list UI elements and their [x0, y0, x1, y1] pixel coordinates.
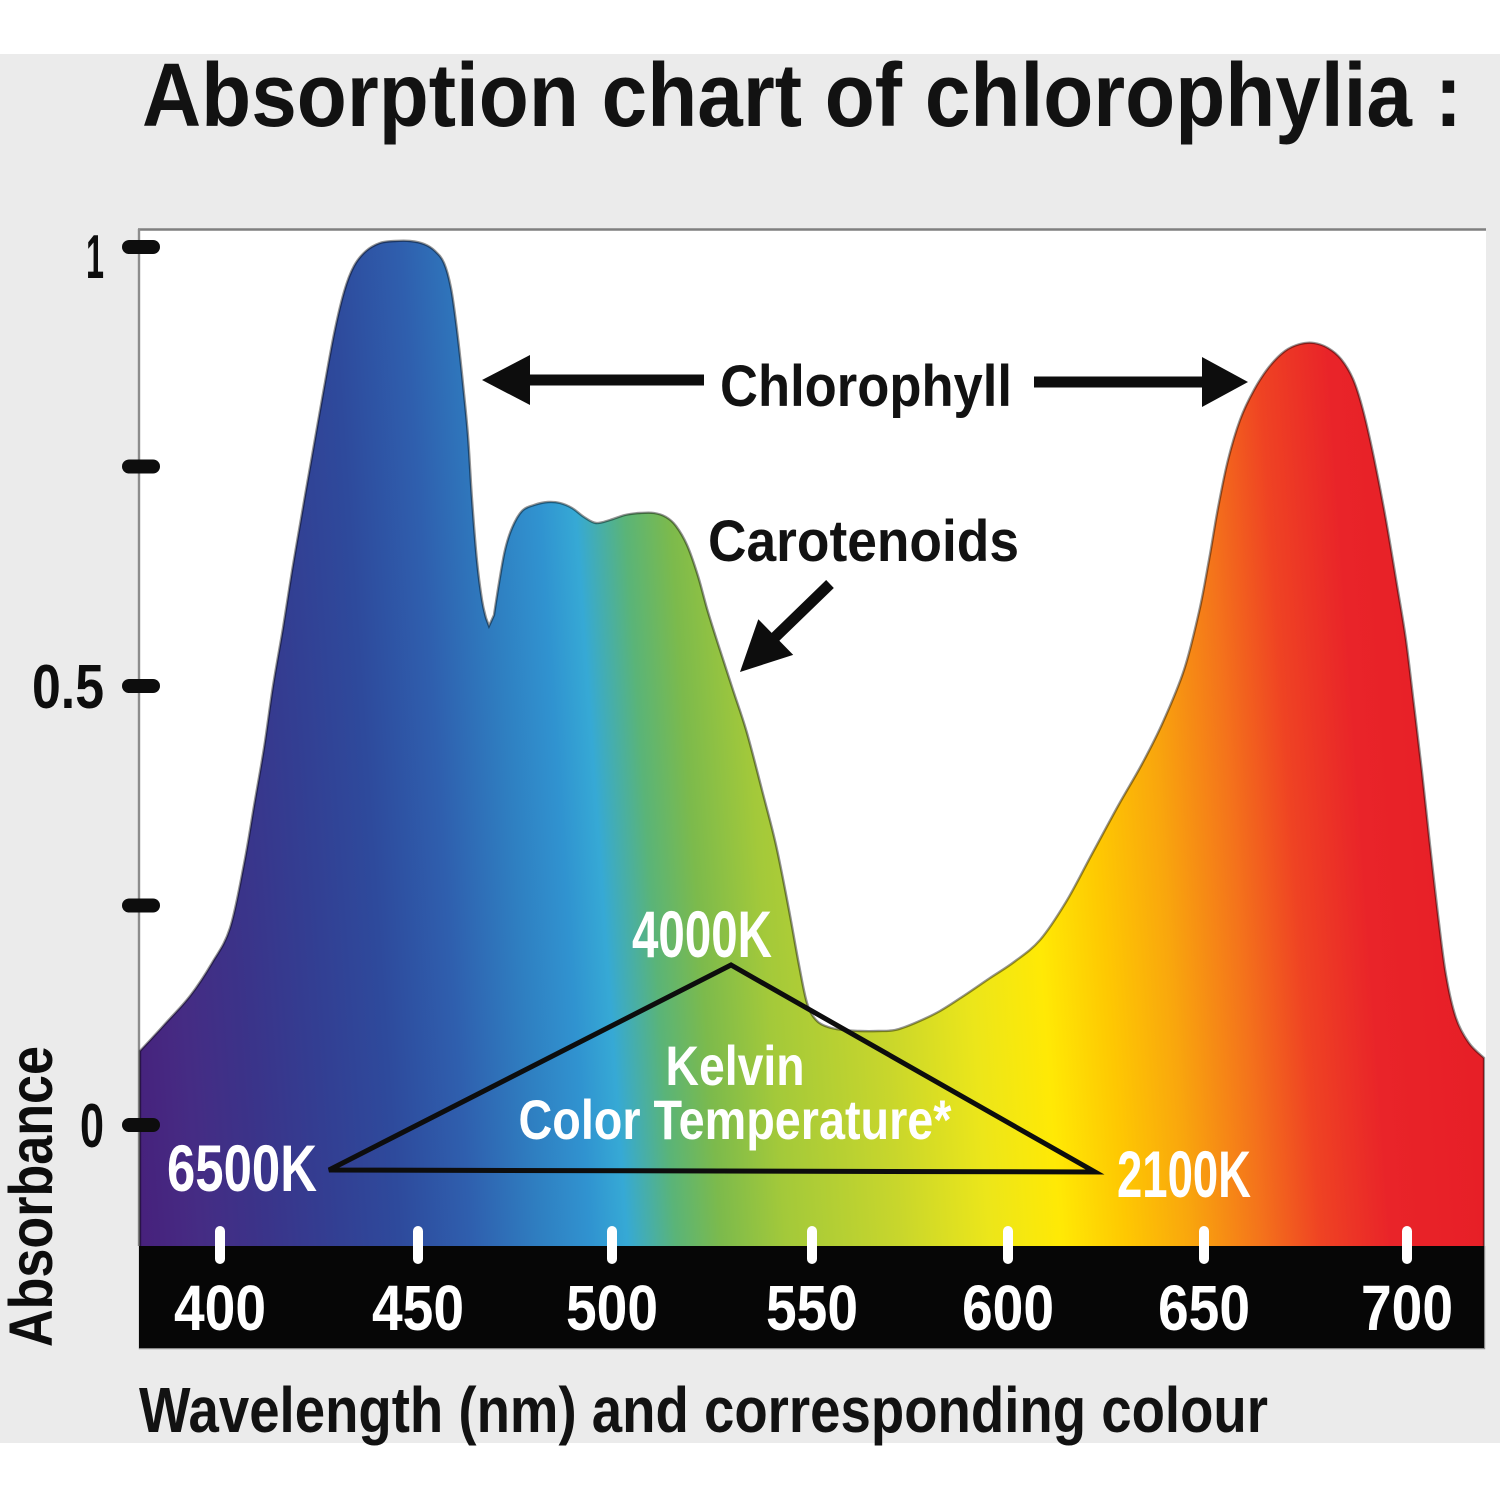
svg-text:Color Temperature*: Color Temperature* [519, 1088, 952, 1151]
svg-text:650: 650 [1158, 1272, 1250, 1344]
svg-text:Absorption chart of chlorophyl: Absorption chart of chlorophylia : [142, 46, 1462, 146]
svg-text:6500K: 6500K [167, 1131, 317, 1205]
svg-text:550: 550 [766, 1272, 858, 1344]
svg-text:Chlorophyll: Chlorophyll [720, 354, 1012, 419]
svg-text:1: 1 [86, 223, 104, 292]
svg-text:400: 400 [174, 1272, 266, 1344]
svg-text:0.5: 0.5 [32, 653, 104, 722]
svg-text:4000K: 4000K [632, 897, 772, 971]
svg-text:700: 700 [1361, 1272, 1453, 1344]
svg-text:0: 0 [80, 1092, 104, 1161]
svg-text:Absorbance: Absorbance [0, 1046, 65, 1347]
svg-text:Carotenoids: Carotenoids [708, 509, 1019, 574]
svg-text:Kelvin: Kelvin [666, 1034, 805, 1097]
svg-text:450: 450 [372, 1272, 464, 1344]
svg-text:Wavelength (nm) and correspond: Wavelength (nm) and corresponding colour [139, 1374, 1268, 1446]
svg-text:2100K: 2100K [1117, 1137, 1251, 1211]
svg-text:600: 600 [962, 1272, 1054, 1344]
svg-text:500: 500 [566, 1272, 658, 1344]
